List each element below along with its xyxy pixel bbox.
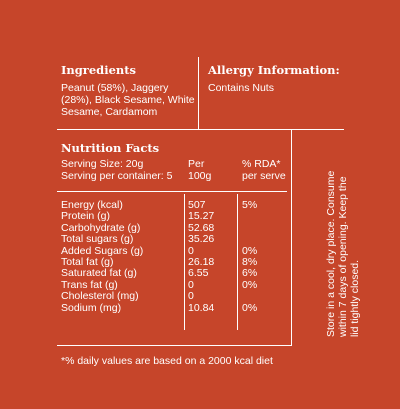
table-cell-per100: 0 [188, 278, 194, 291]
serving-size: Serving Size: 20g [61, 158, 144, 170]
table-cell-per100: 35.26 [188, 233, 215, 246]
nutrition-heading: Nutrition Facts [61, 141, 160, 155]
ingredients-text: Peanut (58%), Jaggery (28%), Black Sesam… [61, 82, 196, 118]
table-row-label: Total fat (g) [61, 255, 114, 268]
storage-line: Store in a cool, dry place. Consume [325, 170, 337, 337]
rda-values: 5% 0% 8% 6% 0% 0% [242, 199, 258, 314]
table-row-label: Added Sugars (g) [61, 244, 144, 257]
table-cell-per100: 52.68 [188, 221, 215, 234]
per-header-line: Per [188, 158, 205, 170]
table-cell-per100: 15.27 [188, 210, 215, 223]
table-cell-rda [242, 223, 257, 234]
table-row-label: Saturated fat (g) [61, 267, 137, 280]
table-cell-per100: 6.55 [188, 267, 209, 280]
per-100g-header: Per 100g [188, 158, 211, 182]
divider-storage-left [291, 129, 292, 346]
table-cell-per100: 0 [188, 244, 194, 257]
serving-per-container: Serving per container: 5 [61, 170, 173, 182]
rda-header: % RDA* per serve [242, 158, 286, 182]
table-row-label: Energy (kcal) [61, 199, 123, 211]
storage-instructions: Store in a cool, dry place. Consume with… [303, 142, 361, 337]
table-cell-rda [242, 211, 257, 222]
table-cell-per100: 0 [188, 290, 194, 303]
per-100g-values: 507 15.27 52.68 35.26 0 26.18 6.55 0 0 1… [188, 199, 215, 314]
rda-header-line: per serve [242, 170, 286, 182]
ingredients-heading: Ingredients [61, 63, 137, 77]
table-cell-rda: 0% [242, 278, 258, 291]
serving-info: Serving Size: 20g Serving per container:… [61, 158, 172, 182]
divider-top-section [57, 129, 344, 130]
table-cell-rda [242, 234, 257, 245]
ingredients-line: Peanut (58%), Jaggery [61, 82, 169, 94]
table-cell-rda: 8% [242, 255, 258, 268]
table-cell-rda [242, 291, 257, 302]
storage-line: lid tightly closed. [349, 259, 361, 337]
rda-header-line: % RDA* [242, 158, 281, 170]
table-cell-rda: 0% [242, 244, 258, 257]
ingredients-line: (28%), Black Sesame, White [61, 94, 195, 106]
divider-ingredients-allergy [198, 57, 199, 130]
per-header-line: 100g [188, 170, 212, 182]
allergy-text: Contains Nuts [208, 82, 274, 94]
table-cell-per100: 10.84 [188, 301, 215, 314]
divider-nutrition-bottom [57, 345, 292, 346]
table-cell-rda: 0% [242, 301, 258, 314]
table-row-label: Carbohydrate (g) [61, 221, 141, 234]
divider-rda-column [237, 194, 238, 330]
rda-footnote: *% daily values are based on a 2000 kcal… [61, 355, 273, 367]
table-cell-rda: 6% [242, 267, 258, 280]
table-row-label: Cholesterol (mg) [61, 290, 139, 303]
ingredients-line: Sesame, Cardamom [61, 106, 158, 118]
table-row-label: Total sugars (g) [61, 233, 134, 246]
table-cell-per100: 26.18 [188, 255, 215, 268]
table-row-label: Protein (g) [61, 210, 111, 223]
table-row-label: Trans fat (g) [61, 278, 118, 291]
table-row-label: Sodium (mg) [61, 301, 122, 314]
divider-nutrition-header [57, 191, 287, 192]
table-cell-per100: 507 [188, 199, 206, 211]
allergy-heading: Allergy Information: [208, 63, 340, 77]
divider-per100-column [184, 194, 185, 330]
table-cell-rda: 5% [242, 199, 258, 211]
storage-text: Store in a cool, dry place. Consume with… [325, 147, 361, 337]
storage-line: within 7 days of opening. Keep the [337, 176, 349, 337]
nutrient-labels: Energy (kcal) Protein (g) Carbohydrate (… [61, 199, 144, 314]
